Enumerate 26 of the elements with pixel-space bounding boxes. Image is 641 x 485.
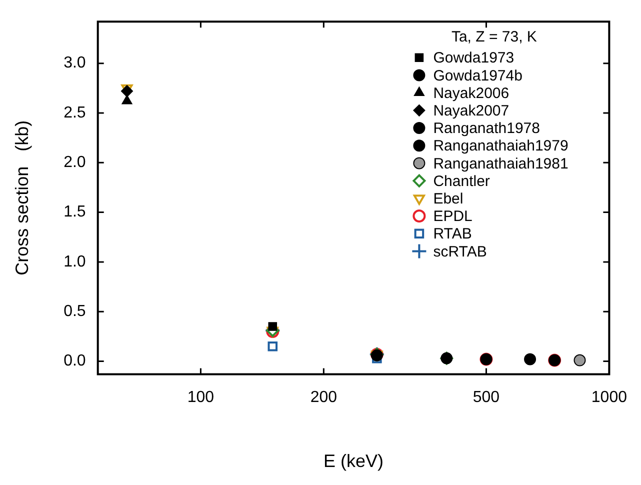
y-axis-title: Cross section (kb) (12, 120, 32, 276)
x-axis-title: E (keV) (324, 451, 384, 472)
legend-label: Gowda1974b (433, 67, 522, 84)
legend-label: Ranganath1978 (433, 120, 540, 138)
x-tick-label: 100 (187, 389, 214, 406)
x-tick-label: 200 (310, 389, 338, 406)
legend-label: Ebel (433, 190, 464, 208)
y-tick-label: 2.0 (64, 154, 86, 172)
legend-label: Nayak2006 (433, 84, 510, 102)
y-tick-label: 1.5 (64, 204, 86, 221)
x-tick-label: 1000 (591, 389, 628, 406)
y-tick-label: 0.5 (64, 303, 86, 320)
legend-label: Ranganathaiah1981 (433, 155, 568, 172)
y-tick-label: 2.5 (64, 104, 86, 122)
legend-label: Gowda1973 (433, 50, 514, 67)
y-tick-label: 0.0 (64, 352, 86, 370)
legend-label: scRTAB (433, 243, 487, 260)
legend-title: Ta, Z = 73, K (451, 28, 537, 46)
y-tick-label: 1.0 (64, 253, 86, 270)
legend-label: Nayak2007 (433, 102, 510, 120)
y-tick-label: 3.0 (64, 54, 86, 72)
legend-label: EPDL (433, 208, 472, 226)
legend-label: Chantler (433, 172, 490, 190)
legend-label: Ranganathaiah1979 (433, 138, 568, 155)
x-tick-label: 500 (472, 389, 500, 406)
legend-label: RTAB (433, 226, 472, 243)
